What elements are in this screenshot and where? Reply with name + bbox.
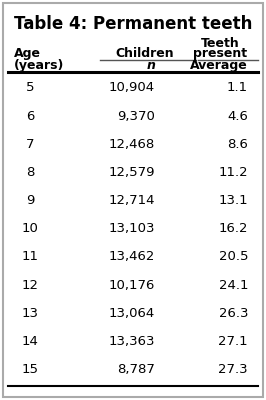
Text: 12,714: 12,714 <box>109 194 155 207</box>
Text: Average: Average <box>190 59 248 72</box>
Text: 27.1: 27.1 <box>218 335 248 348</box>
Text: 13.1: 13.1 <box>218 194 248 207</box>
Text: 4.6: 4.6 <box>227 110 248 122</box>
Text: 10: 10 <box>22 222 39 235</box>
Text: 15: 15 <box>22 363 39 376</box>
Text: Table 4: Permanent teeth: Table 4: Permanent teeth <box>14 15 252 33</box>
Text: 11.2: 11.2 <box>218 166 248 179</box>
Text: 24.1: 24.1 <box>218 279 248 292</box>
Text: 1.1: 1.1 <box>227 81 248 94</box>
Text: n: n <box>146 59 155 72</box>
Text: 8,787: 8,787 <box>117 363 155 376</box>
Text: 12,579: 12,579 <box>109 166 155 179</box>
Text: 9: 9 <box>26 194 34 207</box>
Text: 13: 13 <box>22 307 39 320</box>
Text: 5: 5 <box>26 81 34 94</box>
Text: 11: 11 <box>22 250 39 264</box>
Text: Children: Children <box>116 47 174 60</box>
Text: 8: 8 <box>26 166 34 179</box>
Text: 13,363: 13,363 <box>109 335 155 348</box>
Text: 20.5: 20.5 <box>218 250 248 264</box>
Text: 13,462: 13,462 <box>109 250 155 264</box>
Text: 12: 12 <box>22 279 39 292</box>
Text: 9,370: 9,370 <box>117 110 155 122</box>
Text: 8.6: 8.6 <box>227 138 248 151</box>
Text: 10,176: 10,176 <box>109 279 155 292</box>
Text: 12,468: 12,468 <box>109 138 155 151</box>
Text: 16.2: 16.2 <box>218 222 248 235</box>
Text: 27.3: 27.3 <box>218 363 248 376</box>
Text: (years): (years) <box>14 59 64 72</box>
Text: 26.3: 26.3 <box>218 307 248 320</box>
Text: 13,064: 13,064 <box>109 307 155 320</box>
Text: 14: 14 <box>22 335 39 348</box>
Text: Age: Age <box>14 47 41 60</box>
Text: 7: 7 <box>26 138 34 151</box>
Text: 10,904: 10,904 <box>109 81 155 94</box>
Text: 13,103: 13,103 <box>109 222 155 235</box>
Text: Teeth: Teeth <box>201 37 239 50</box>
Text: 6: 6 <box>26 110 34 122</box>
Text: present: present <box>193 47 247 60</box>
